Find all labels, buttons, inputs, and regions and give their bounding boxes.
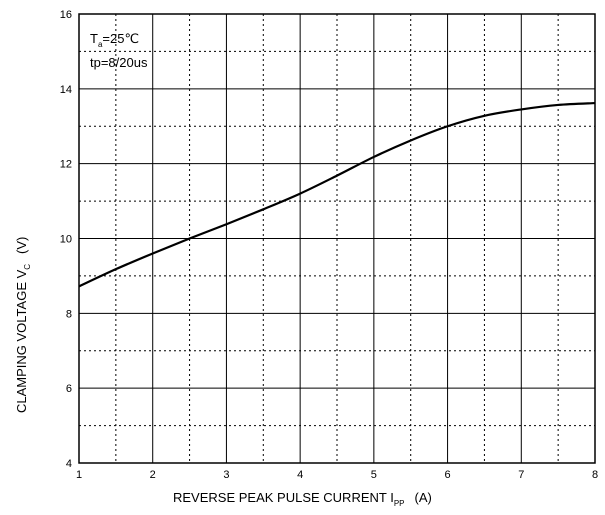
x-tick-label: 5 bbox=[371, 469, 377, 481]
annotation-pulse: tp=8/20us bbox=[90, 55, 148, 70]
y-tick-label: 12 bbox=[60, 159, 72, 171]
x-tick-labels: 1 2 3 4 5 6 7 8 bbox=[76, 469, 598, 481]
y-axis-label: CLAMPING VOLTAGE VC(V) bbox=[14, 237, 32, 413]
plot-frame bbox=[78, 13, 596, 464]
x-tick-label: 2 bbox=[150, 469, 156, 481]
x-tick-label: 3 bbox=[223, 469, 229, 481]
x-tick-label: 8 bbox=[592, 469, 598, 481]
y-tick-label: 6 bbox=[66, 383, 72, 395]
y-tick-label: 16 bbox=[60, 9, 72, 21]
y-tick-label: 4 bbox=[66, 458, 72, 470]
y-tick-label: 8 bbox=[66, 308, 72, 320]
x-axis-label: REVERSE PEAK PULSE CURRENT IPP (A) bbox=[173, 490, 432, 508]
x-tick-label: 1 bbox=[76, 469, 82, 481]
x-tick-label: 7 bbox=[518, 469, 524, 481]
y-tick-label: 14 bbox=[60, 84, 72, 96]
x-tick-label: 6 bbox=[445, 469, 451, 481]
annotation-temperature: Ta=25℃ bbox=[90, 31, 139, 49]
series-line bbox=[78, 101, 596, 288]
y-tick-label: 10 bbox=[60, 234, 72, 246]
chart-grid bbox=[78, 13, 596, 464]
x-tick-label: 4 bbox=[297, 469, 303, 481]
y-tick-labels: 4 6 8 10 12 14 16 bbox=[60, 9, 72, 470]
